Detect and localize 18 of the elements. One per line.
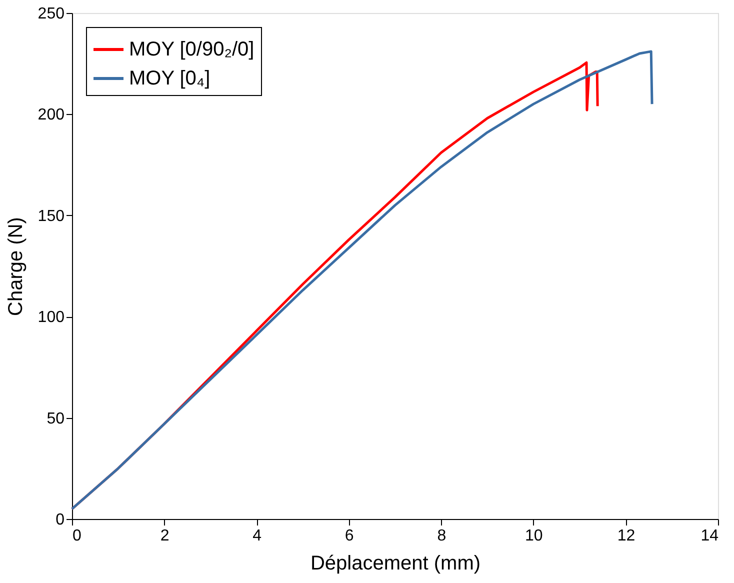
y-tick-label: 200 <box>38 106 65 124</box>
y-tick-label: 250 <box>38 6 65 22</box>
x-tick-label: 10 <box>525 528 543 544</box>
y-tick-label: 0 <box>56 512 65 528</box>
x-tick-label: 12 <box>617 528 636 544</box>
x-tick-label: 6 <box>344 528 354 544</box>
legend-label: MOY [0/90₂/0] <box>129 38 254 60</box>
x-tick-label: 4 <box>252 528 262 544</box>
x-axis-title: Déplacement (mm) <box>310 552 481 574</box>
y-tick-label: 50 <box>46 410 65 428</box>
x-tick-label: 2 <box>160 528 170 544</box>
x-tick-label: 8 <box>437 528 446 544</box>
y-tick-label: 100 <box>38 309 65 326</box>
y-tick-label: 150 <box>38 208 65 225</box>
x-tick-label: 0 <box>72 528 82 544</box>
x-tick-label: 14 <box>700 528 719 544</box>
legend-label: MOY [0₄] <box>129 68 210 90</box>
y-axis-title: Charge (N) <box>4 217 27 316</box>
